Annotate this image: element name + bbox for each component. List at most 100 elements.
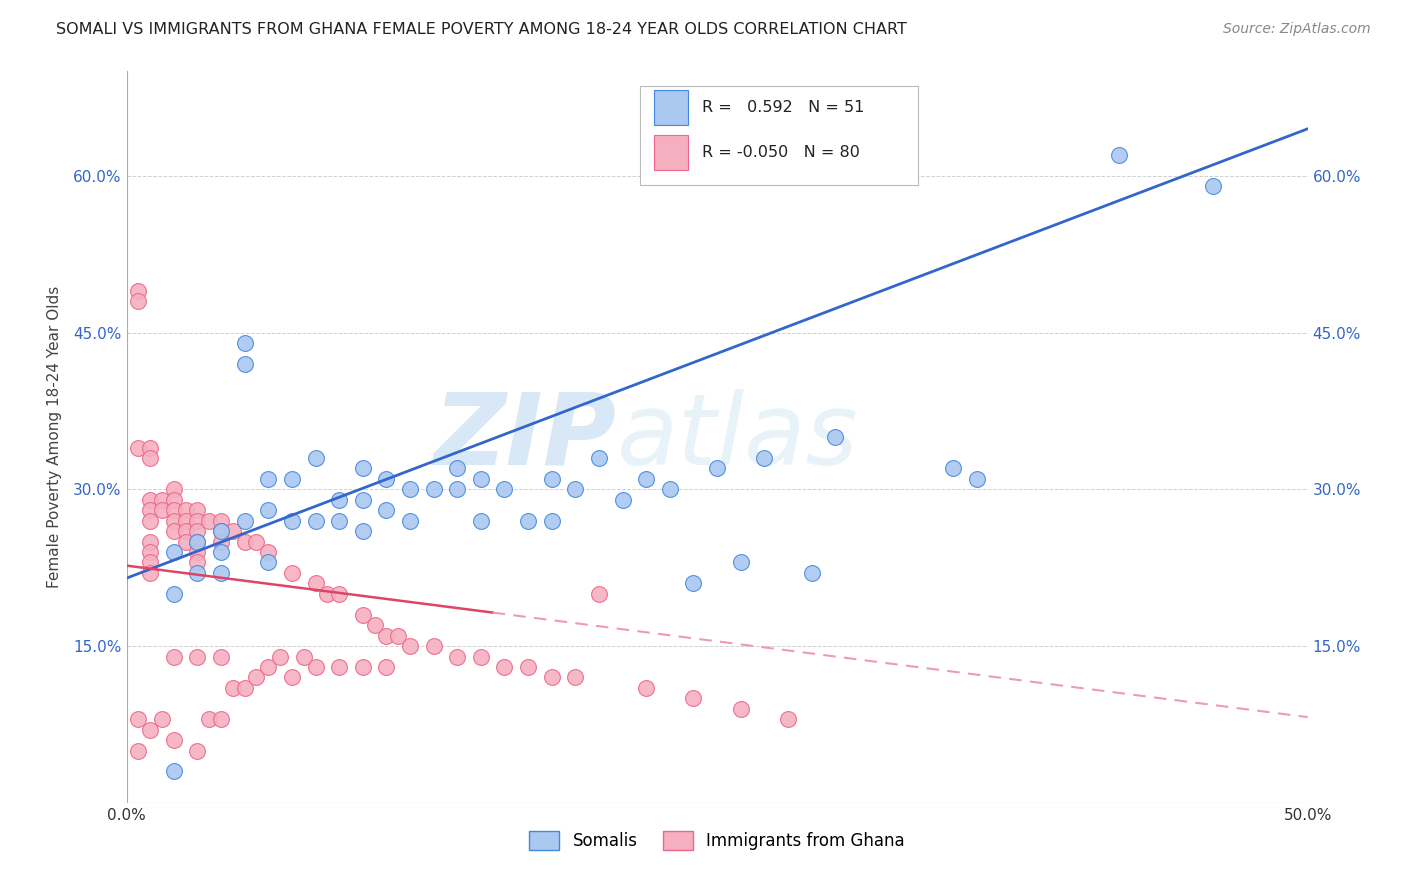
Point [281, 514, 304, 528]
Point [257, 660, 280, 674]
Point [776, 712, 799, 726]
Point [163, 514, 186, 528]
Point [163, 649, 186, 664]
Point [588, 587, 610, 601]
Point [209, 514, 232, 528]
Point [186, 503, 208, 517]
Point [588, 450, 610, 465]
Point [127, 284, 149, 298]
Point [174, 534, 197, 549]
Point [209, 566, 232, 580]
Point [150, 492, 173, 507]
Point [222, 524, 245, 538]
Point [540, 514, 562, 528]
Point [209, 534, 232, 549]
Point [257, 503, 280, 517]
Point [375, 660, 398, 674]
Point [245, 534, 267, 549]
Point [470, 472, 492, 486]
Point [564, 483, 586, 497]
Point [163, 524, 186, 538]
Point [517, 514, 540, 528]
Point [328, 492, 350, 507]
Point [352, 607, 374, 622]
Point [186, 524, 208, 538]
Point [422, 483, 444, 497]
Point [139, 492, 162, 507]
Point [1202, 179, 1225, 194]
Point [257, 472, 280, 486]
Point [328, 514, 350, 528]
Point [682, 691, 704, 706]
Point [304, 514, 326, 528]
Point [564, 670, 586, 684]
Point [304, 450, 326, 465]
Point [139, 545, 162, 559]
Point [257, 556, 280, 570]
Point [209, 649, 232, 664]
Point [446, 649, 468, 664]
Point [304, 660, 326, 674]
Point [682, 576, 704, 591]
Text: atlas: atlas [617, 389, 858, 485]
Point [186, 514, 208, 528]
Point [399, 639, 422, 653]
Point [127, 294, 149, 309]
Point [139, 441, 162, 455]
Point [257, 545, 280, 559]
FancyBboxPatch shape [654, 135, 688, 169]
Point [139, 534, 162, 549]
Point [328, 587, 350, 601]
Point [163, 764, 186, 779]
Point [824, 430, 846, 444]
Text: R = -0.050   N = 80: R = -0.050 N = 80 [702, 145, 859, 160]
Point [150, 503, 173, 517]
Point [163, 545, 186, 559]
Point [186, 566, 208, 580]
Point [139, 723, 162, 737]
Point [150, 712, 173, 726]
Point [352, 660, 374, 674]
Point [269, 649, 291, 664]
Point [494, 483, 516, 497]
Point [222, 681, 245, 695]
Point [540, 670, 562, 684]
Point [174, 524, 197, 538]
Point [352, 524, 374, 538]
Point [186, 649, 208, 664]
FancyBboxPatch shape [654, 90, 688, 126]
Point [352, 492, 374, 507]
Point [422, 639, 444, 653]
Point [139, 556, 162, 570]
Point [163, 587, 186, 601]
FancyBboxPatch shape [640, 86, 918, 185]
Point [942, 461, 965, 475]
Legend: Somalis, Immigrants from Ghana: Somalis, Immigrants from Ghana [523, 824, 911, 856]
Point [186, 534, 208, 549]
Point [316, 587, 339, 601]
Point [163, 503, 186, 517]
Point [245, 670, 267, 684]
Point [139, 566, 162, 580]
Point [304, 576, 326, 591]
Point [233, 514, 256, 528]
Point [612, 492, 634, 507]
Point [209, 524, 232, 538]
Point [198, 712, 221, 726]
Point [470, 514, 492, 528]
Point [446, 483, 468, 497]
Text: ZIP: ZIP [433, 389, 617, 485]
Point [658, 483, 681, 497]
Text: Source: ZipAtlas.com: Source: ZipAtlas.com [1223, 22, 1371, 37]
Point [127, 712, 149, 726]
Point [540, 472, 562, 486]
Point [139, 514, 162, 528]
Point [127, 743, 149, 757]
Point [375, 629, 398, 643]
Point [363, 618, 385, 632]
Point [186, 556, 208, 570]
Point [292, 649, 315, 664]
Point [281, 472, 304, 486]
Point [233, 357, 256, 371]
Text: R =   0.592   N = 51: R = 0.592 N = 51 [702, 101, 865, 115]
